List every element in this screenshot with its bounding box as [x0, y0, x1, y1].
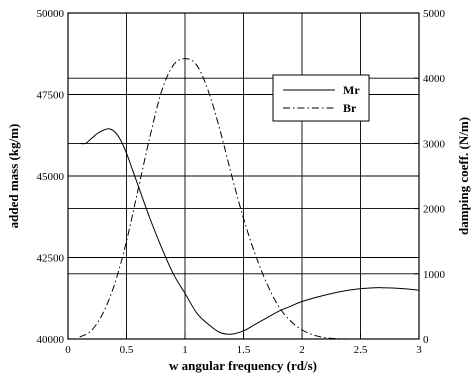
legend-mr-label: Mr [343, 83, 360, 97]
y-left-tick-labels: 40000 42500 45000 47500 50000 [37, 8, 65, 346]
legend: Mr Br [272, 74, 370, 122]
legend-box [272, 74, 370, 122]
x-tick-label: 2.5 [354, 344, 368, 356]
series-mr-line [79, 128, 420, 335]
y-right-tick-label: 0 [423, 334, 429, 346]
y-left-axis-label: added mass (kg/m) [6, 124, 21, 229]
x-tick-label: 1.5 [237, 344, 251, 356]
grid-lines [68, 13, 419, 339]
y-left-tick-label: 45000 [37, 171, 65, 183]
y-right-tick-label: 4000 [423, 73, 446, 85]
x-tick-label: 2 [299, 344, 305, 356]
y-right-tick-label: 1000 [423, 269, 446, 281]
y-right-axis-label: damping coeff. (N/m) [456, 117, 471, 235]
series-layer [79, 58, 420, 340]
x-axis-label: w angular frequency (rd/s) [169, 358, 317, 373]
y-left-tick-label: 40000 [37, 334, 65, 346]
legend-br-label: Br [343, 101, 357, 115]
tick-marks [67, 12, 420, 340]
y-right-tick-labels: 0 1000 2000 3000 4000 5000 [423, 8, 446, 346]
x-tick-label: 0.5 [120, 344, 134, 356]
y-right-tick-label: 5000 [423, 8, 446, 20]
y-left-tick-label: 47500 [37, 90, 65, 102]
x-tick-labels: 0 0.5 1 1.5 2 2.5 3 [65, 344, 422, 356]
x-tick-label: 1 [182, 344, 188, 356]
y-right-tick-label: 3000 [423, 138, 446, 150]
y-left-tick-label: 50000 [37, 8, 65, 20]
y-left-tick-label: 42500 [37, 253, 65, 265]
y-right-tick-label: 2000 [423, 204, 446, 216]
x-tick-label: 3 [416, 344, 422, 356]
x-tick-label: 0 [65, 344, 71, 356]
